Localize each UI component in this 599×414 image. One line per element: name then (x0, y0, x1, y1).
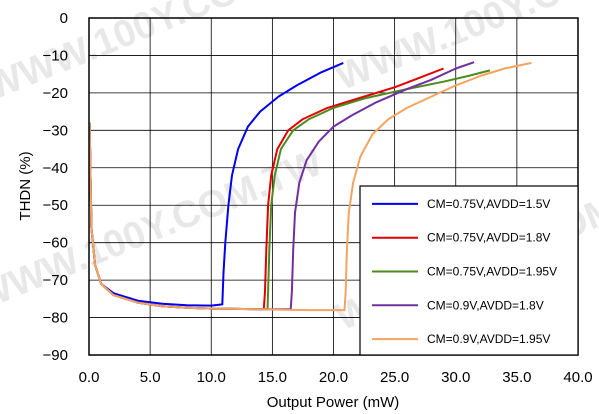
legend-label: CM=0.9V,AVDD=1.95V (427, 332, 550, 346)
legend-label: CM=0.75V,AVDD=1.95V (427, 265, 557, 279)
y-tick-label: −90 (43, 347, 68, 364)
y-tick-label: −80 (43, 310, 68, 327)
x-tick-label: 5.0 (140, 369, 161, 386)
y-tick-label: −60 (43, 235, 68, 252)
y-tick-label: 0 (60, 10, 68, 27)
x-tick-label: 25.0 (380, 369, 409, 386)
x-tick-labels: 0.0 5.0 10.0 15.0 20.0 25.0 30.0 35.0 40.0 (79, 369, 593, 386)
series-line-1 (88, 61, 344, 307)
y-tick-label: −70 (43, 272, 68, 289)
x-tick-label: 15.0 (258, 369, 287, 386)
x-tick-label: 20.0 (319, 369, 348, 386)
legend-label: CM=0.75V,AVDD=1.5V (427, 197, 550, 211)
legend-label: CM=0.75V,AVDD=1.8V (427, 231, 550, 245)
series-line-5 (88, 61, 532, 312)
x-tick-label: 0.0 (79, 369, 100, 386)
y-tick-labels: 0 −10 −20 −30 −40 −50 −60 −70 −80 −90 (43, 10, 68, 364)
x-tick-label: 35.0 (502, 369, 531, 386)
legend: CM=0.75V,AVDD=1.5V CM=0.75V,AVDD=1.8V CM=0… (359, 185, 579, 356)
x-tick-label: 30.0 (441, 369, 470, 386)
series-lines (88, 61, 532, 312)
y-tick-label: −50 (43, 197, 68, 214)
y-tick-label: −30 (43, 122, 68, 139)
x-tick-label: 40.0 (563, 369, 592, 386)
legend-label: CM=0.9V,AVDD=1.8V (427, 298, 544, 312)
y-tick-label: −40 (43, 160, 68, 177)
x-axis-label: Output Power (mW) (267, 394, 400, 411)
y-tick-label: −20 (43, 85, 68, 102)
y-axis-label: THDN (%) (17, 151, 34, 220)
y-tick-label: −10 (43, 47, 68, 64)
x-tick-label: 10.0 (197, 369, 226, 386)
